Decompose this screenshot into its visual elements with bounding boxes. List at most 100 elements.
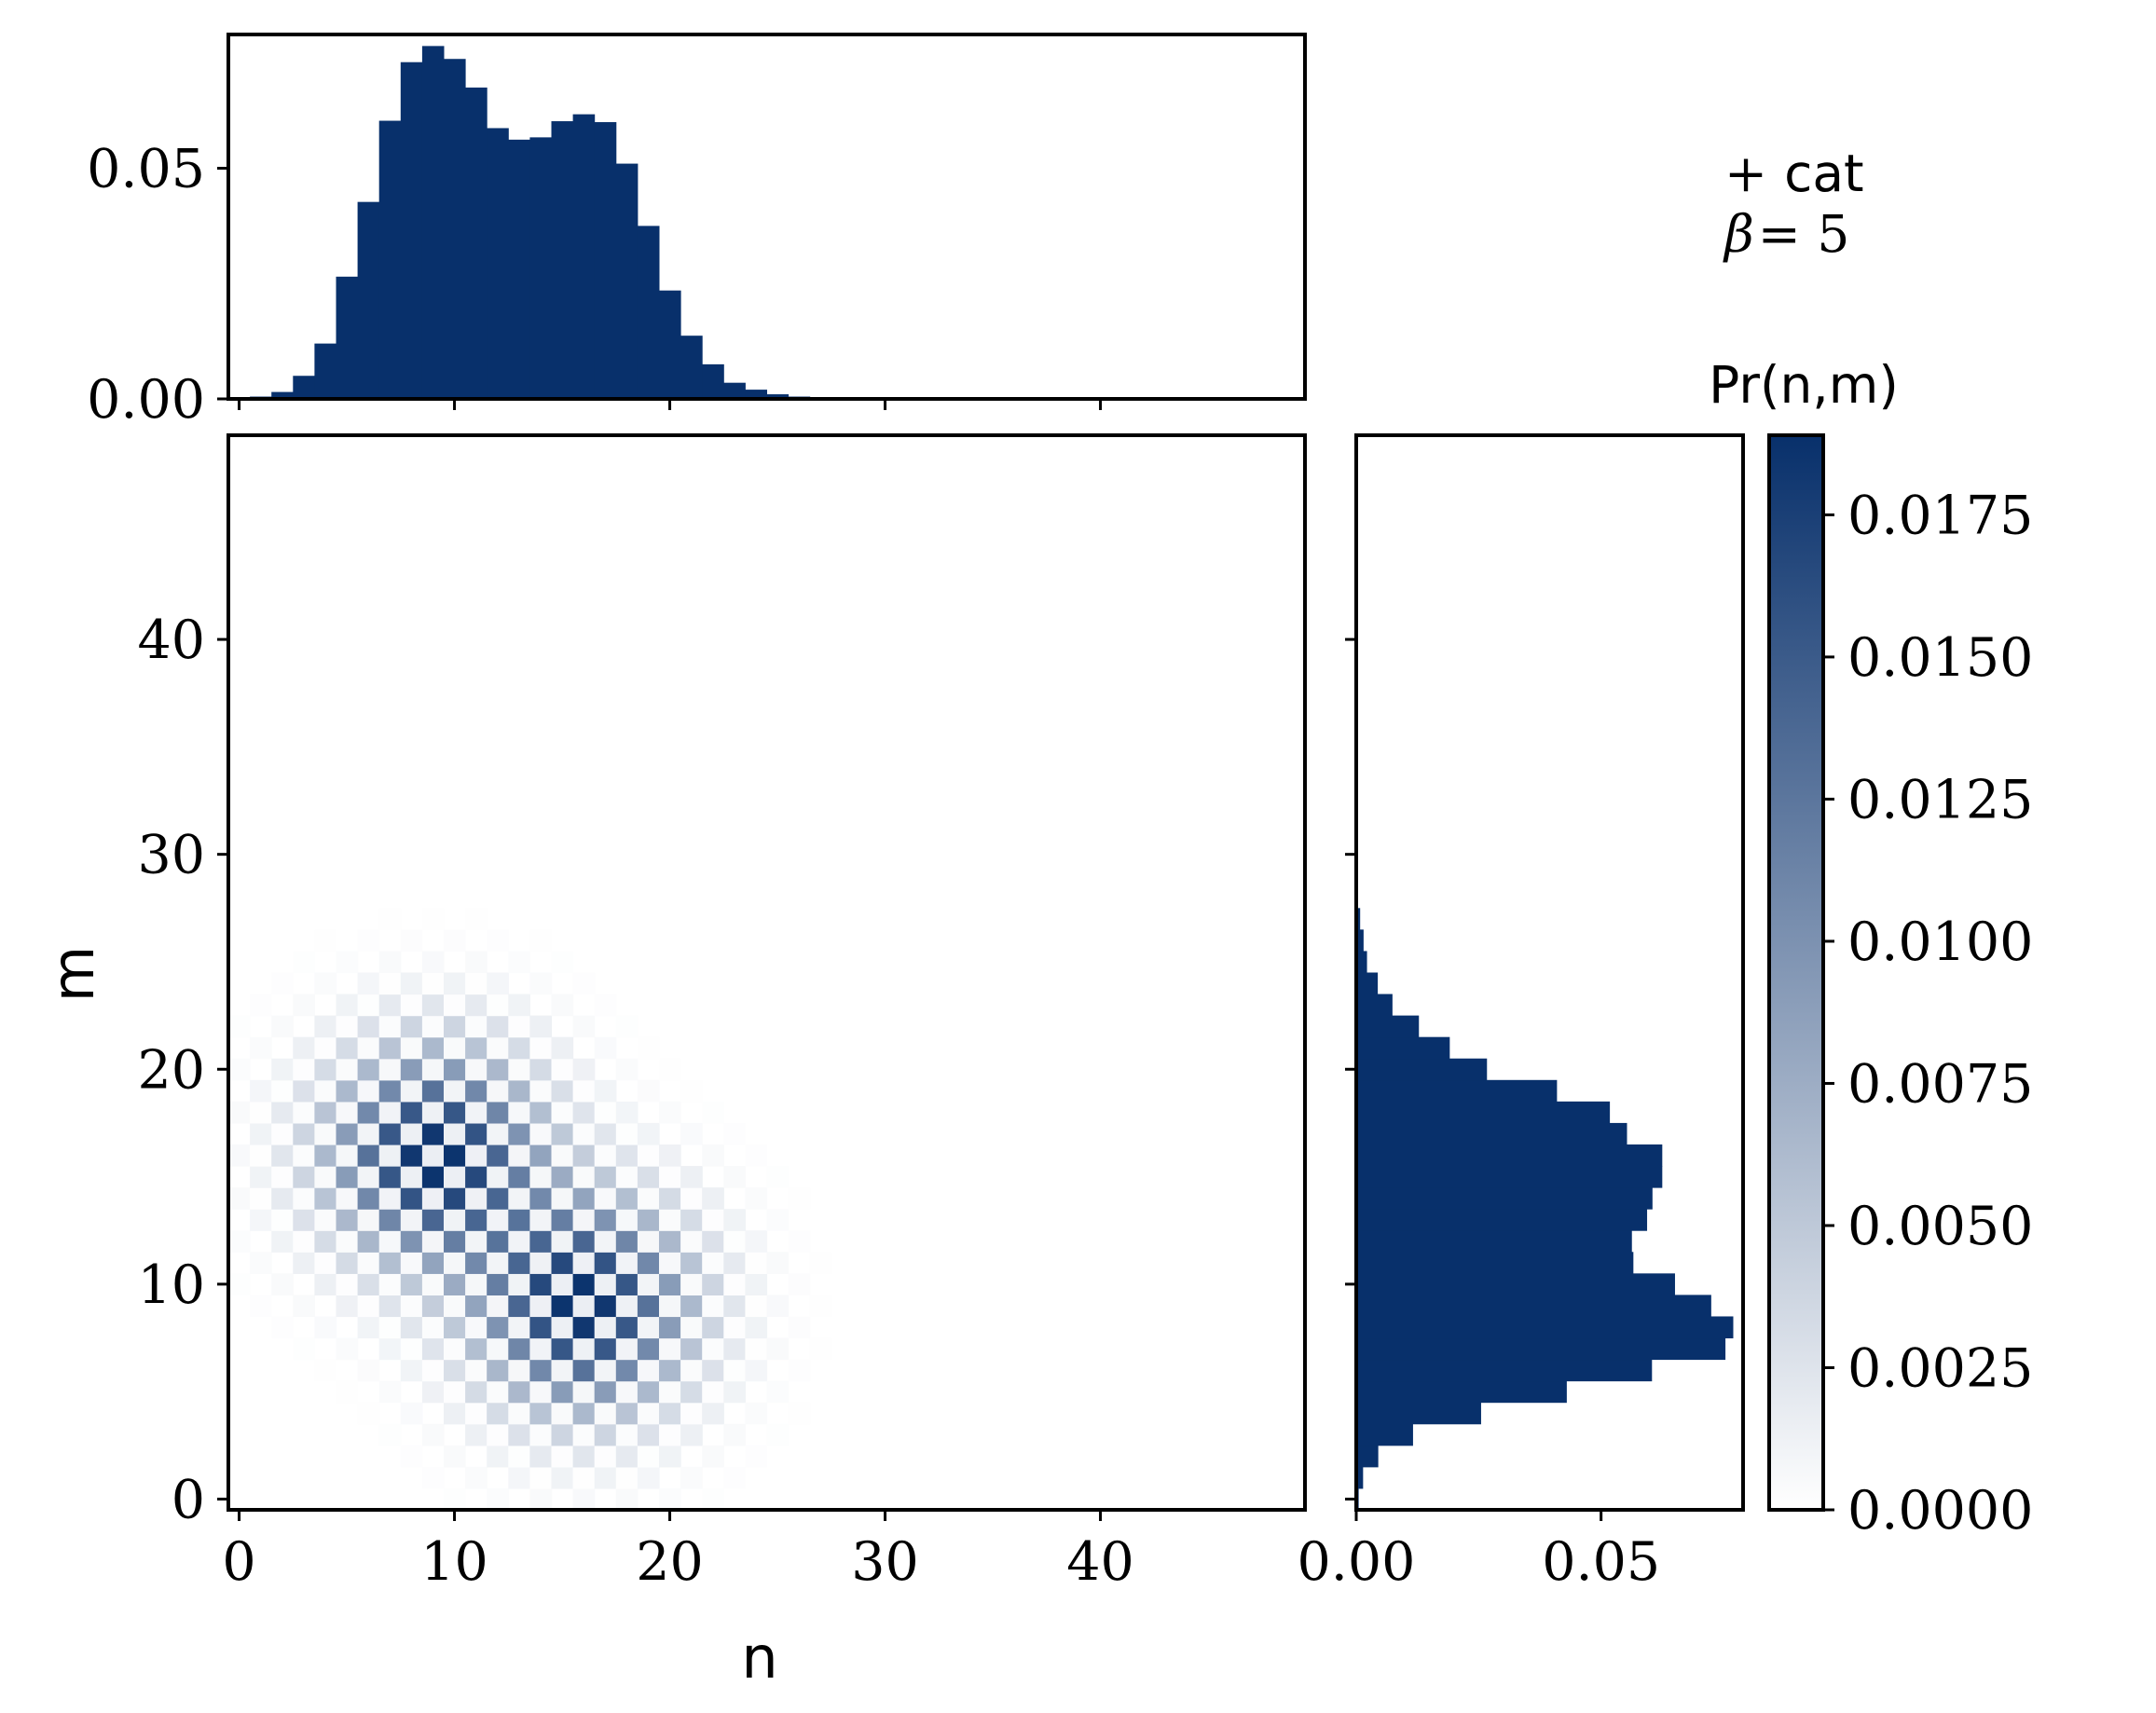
heatmap-cell: [336, 1187, 359, 1210]
heatmap-cell: [400, 1015, 423, 1038]
heatmap-cell: [508, 1466, 530, 1489]
heatmap-cell: [271, 1230, 294, 1253]
heatmap-cell: [487, 1423, 509, 1446]
heatmap-cell: [444, 1273, 466, 1295]
heatmap-cell: [615, 1466, 639, 1489]
annotation-line1: + cat: [1724, 144, 1864, 203]
heatmap-cell: [250, 1122, 272, 1145]
top-marginal-y-ticks: 0.00 0.05: [87, 139, 228, 431]
heatmap-cell: [788, 1273, 811, 1295]
heatmap-cell: [336, 1036, 359, 1060]
heatmap-cell: [551, 1380, 574, 1404]
heatmap-cell: [551, 1337, 574, 1361]
heatmap-cell: [400, 1445, 423, 1468]
heatmap-cell: [594, 1337, 617, 1361]
right-x-tick-label: 0.05: [1542, 1531, 1660, 1593]
heatmap-cell: [444, 1187, 466, 1210]
heatmap-cell: [766, 1252, 790, 1274]
y-tick-label: 30: [137, 825, 205, 886]
heatmap-cell: [400, 1166, 423, 1188]
heatmap-cell: [465, 908, 488, 930]
heatmap-cell: [400, 1187, 423, 1210]
heatmap-cell: [357, 1144, 380, 1167]
heatmap-cell: [250, 1079, 272, 1103]
heatmap-cell: [680, 1230, 703, 1253]
heatmap-cell: [357, 1252, 380, 1274]
heatmap-cell: [487, 1187, 509, 1210]
right-marginal-bar: [1356, 1316, 1734, 1339]
heatmap-cell: [465, 1187, 488, 1210]
heatmap-cell: [680, 1316, 703, 1339]
heatmap-cell: [465, 1337, 488, 1361]
heatmap-cell: [336, 951, 359, 974]
heatmap-cell: [529, 1359, 553, 1382]
heatmap-cell: [314, 1359, 337, 1382]
heatmap-cell: [723, 1166, 746, 1188]
heatmap-cell: [357, 1209, 380, 1231]
heatmap-cell: [378, 1079, 402, 1103]
top-marginal-bar: [508, 139, 530, 399]
heatmap-cell: [702, 1295, 724, 1318]
heatmap-cell: [465, 1036, 488, 1060]
heatmap-cell: [615, 1423, 639, 1446]
heatmap-cell: [357, 1273, 380, 1295]
heatmap-cell: [293, 1036, 315, 1060]
heatmap-cell: [680, 1466, 703, 1489]
heatmap-cell: [465, 1209, 488, 1231]
heatmap-cell: [551, 951, 574, 974]
top-marginal-bar: [745, 390, 767, 399]
heatmap-cell: [228, 1144, 251, 1167]
heatmap-cell: [293, 1058, 315, 1081]
heatmap-cell: [766, 1209, 790, 1231]
right-marginal-y-ticks: [1345, 637, 1356, 1501]
y-tick-label: 10: [137, 1254, 205, 1316]
right-marginal-bar: [1356, 951, 1367, 973]
heatmap-cell: [336, 1209, 359, 1231]
heatmap-cell: [572, 1359, 596, 1382]
heatmap-cell: [465, 1359, 488, 1382]
heatmap-cell: [723, 1466, 746, 1489]
heatmap-cell: [745, 1252, 768, 1274]
heatmap-cell: [293, 1209, 315, 1231]
heatmap-cell: [421, 1187, 445, 1210]
heatmap-cell: [529, 1101, 553, 1124]
heatmap-cell: [487, 1036, 509, 1060]
heatmap-cell: [293, 1079, 315, 1103]
heatmap-cell: [508, 1122, 530, 1145]
heatmap-cell: [465, 994, 488, 1017]
heatmap-cell: [336, 1273, 359, 1295]
heatmap-cell: [723, 1337, 746, 1361]
right-marginal-bar: [1356, 994, 1393, 1017]
heatmap-cell: [378, 1101, 402, 1124]
heatmap-cell: [637, 1402, 660, 1425]
y-tick-label: 40: [137, 610, 205, 671]
heatmap-x-ticks: 0 10 20 30 40: [222, 1510, 1134, 1593]
y-tick-label: 0: [172, 1469, 205, 1530]
heatmap-cell: [659, 1252, 681, 1274]
heatmap-cell: [314, 1144, 337, 1167]
heatmap-cell: [314, 1079, 337, 1103]
heatmap-cell: [400, 1252, 423, 1274]
heatmap-cell: [378, 1230, 402, 1253]
annotation-beta-symbol: β: [1723, 204, 1754, 264]
heatmap-cell: [421, 951, 445, 974]
heatmap-cell: [766, 1380, 790, 1404]
right-marginal-bar: [1356, 1252, 1634, 1274]
heatmap-cell: [228, 1015, 251, 1038]
heatmap-cell: [551, 1058, 574, 1081]
heatmap-cell: [378, 1295, 402, 1318]
heatmap-cell: [723, 1273, 746, 1295]
heatmap-cell: [250, 1144, 272, 1167]
heatmap-cell: [336, 1079, 359, 1103]
heatmap-cell: [551, 1036, 574, 1060]
heatmap-cell: [680, 1166, 703, 1188]
top-marginal-bar: [615, 163, 639, 399]
heatmap-cell: [637, 1122, 660, 1145]
heatmap-cell: [745, 1316, 768, 1339]
top-marginal-bar: [723, 382, 746, 399]
heatmap-cell: [529, 1487, 553, 1511]
heatmap-cell: [293, 1230, 315, 1253]
top-marginal-bar: [336, 276, 359, 399]
heatmap-cell: [809, 1252, 832, 1274]
